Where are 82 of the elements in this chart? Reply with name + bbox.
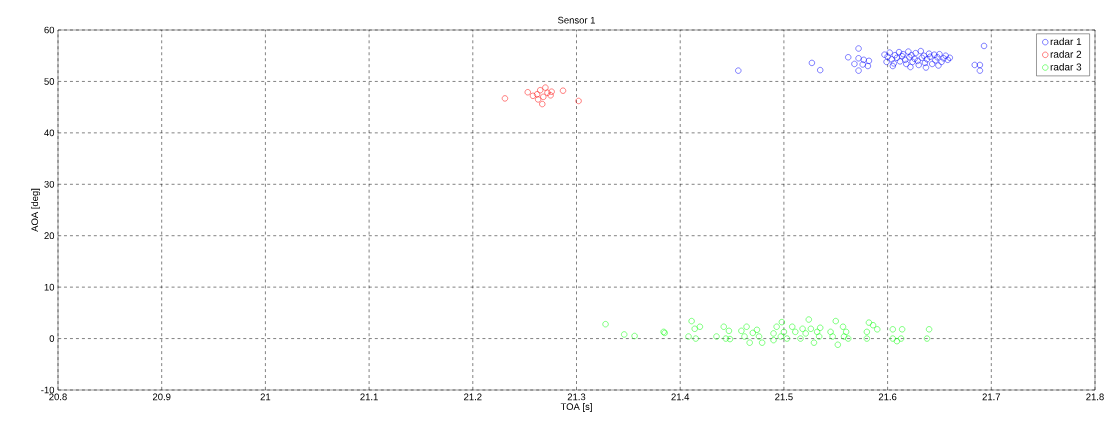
- x-tick-label: 20.8: [49, 393, 67, 401]
- point: [895, 49, 903, 56]
- point: [860, 56, 867, 63]
- point: [927, 53, 934, 60]
- y-tick-label: 20: [44, 232, 55, 240]
- point: [929, 60, 936, 67]
- point: [912, 50, 919, 57]
- point: [501, 95, 508, 102]
- point: [922, 64, 930, 71]
- point: [540, 93, 547, 100]
- x-tick-label: 20.9: [152, 393, 171, 401]
- point: [938, 58, 945, 65]
- point: [907, 63, 914, 71]
- point: [855, 45, 862, 52]
- point: [903, 60, 910, 67]
- point: [845, 54, 852, 61]
- point: [936, 51, 943, 58]
- point: [976, 67, 983, 74]
- point: [915, 61, 922, 69]
- point: [889, 62, 896, 70]
- point: [548, 88, 555, 95]
- legend-label: radar 3: [1050, 63, 1082, 71]
- point: [855, 67, 862, 74]
- point: [547, 92, 554, 99]
- point: [808, 59, 815, 66]
- point: [886, 49, 893, 56]
- point: [935, 62, 942, 69]
- point: [897, 58, 904, 65]
- point: [917, 48, 924, 55]
- point: [534, 91, 541, 98]
- chart-title: Sensor 1: [558, 16, 595, 24]
- point: [981, 42, 988, 49]
- point: [559, 87, 567, 94]
- point: [942, 52, 949, 59]
- point: [524, 89, 531, 96]
- y-tick-label: 50: [44, 78, 55, 85]
- y-tick-label: 0: [49, 335, 55, 342]
- point: [535, 96, 542, 103]
- point: [914, 57, 921, 64]
- point: [931, 51, 938, 58]
- x-tick-label: 21.3: [567, 393, 586, 401]
- point: [890, 60, 897, 67]
- point: [855, 55, 862, 62]
- point: [888, 56, 895, 63]
- point: [883, 58, 890, 65]
- point: [851, 60, 858, 67]
- point: [884, 53, 891, 60]
- point: [542, 84, 549, 91]
- point: [539, 101, 546, 108]
- point: [976, 61, 983, 69]
- point: [926, 50, 933, 57]
- x-tick-label: 21.5: [775, 393, 793, 401]
- x-axis-title: TOA [s]: [560, 403, 592, 412]
- point: [971, 61, 978, 69]
- point: [905, 48, 912, 55]
- x-tick-label: 21.2: [464, 393, 482, 401]
- point: [537, 87, 544, 94]
- x-tick-label: 21.7: [982, 393, 1001, 401]
- y-tick-label: 60: [44, 26, 55, 34]
- point: [735, 67, 742, 74]
- y-tick-label: 10: [44, 283, 55, 291]
- point: [865, 57, 872, 64]
- x-tick-label: 21.6: [878, 393, 897, 401]
- point: [529, 92, 536, 99]
- point: [544, 89, 551, 96]
- point: [575, 97, 582, 105]
- point: [909, 58, 916, 65]
- legend-label: radar 1: [1050, 37, 1082, 46]
- y-tick-label: -10: [41, 386, 55, 394]
- y-axis-title: AOA [deg]: [31, 188, 40, 232]
- point: [817, 67, 824, 74]
- point: [859, 61, 866, 68]
- x-tick-label: 21: [260, 393, 271, 401]
- x-tick-label: 21.8: [1086, 393, 1104, 401]
- y-tick-label: 40: [44, 129, 55, 137]
- point: [864, 62, 871, 70]
- y-tick-label: 30: [44, 180, 55, 188]
- point: [881, 51, 888, 58]
- point: [921, 59, 928, 66]
- legend-label: radar 2: [1050, 50, 1082, 58]
- x-tick-label: 21.4: [671, 393, 690, 401]
- x-tick-label: 21.1: [360, 393, 378, 401]
